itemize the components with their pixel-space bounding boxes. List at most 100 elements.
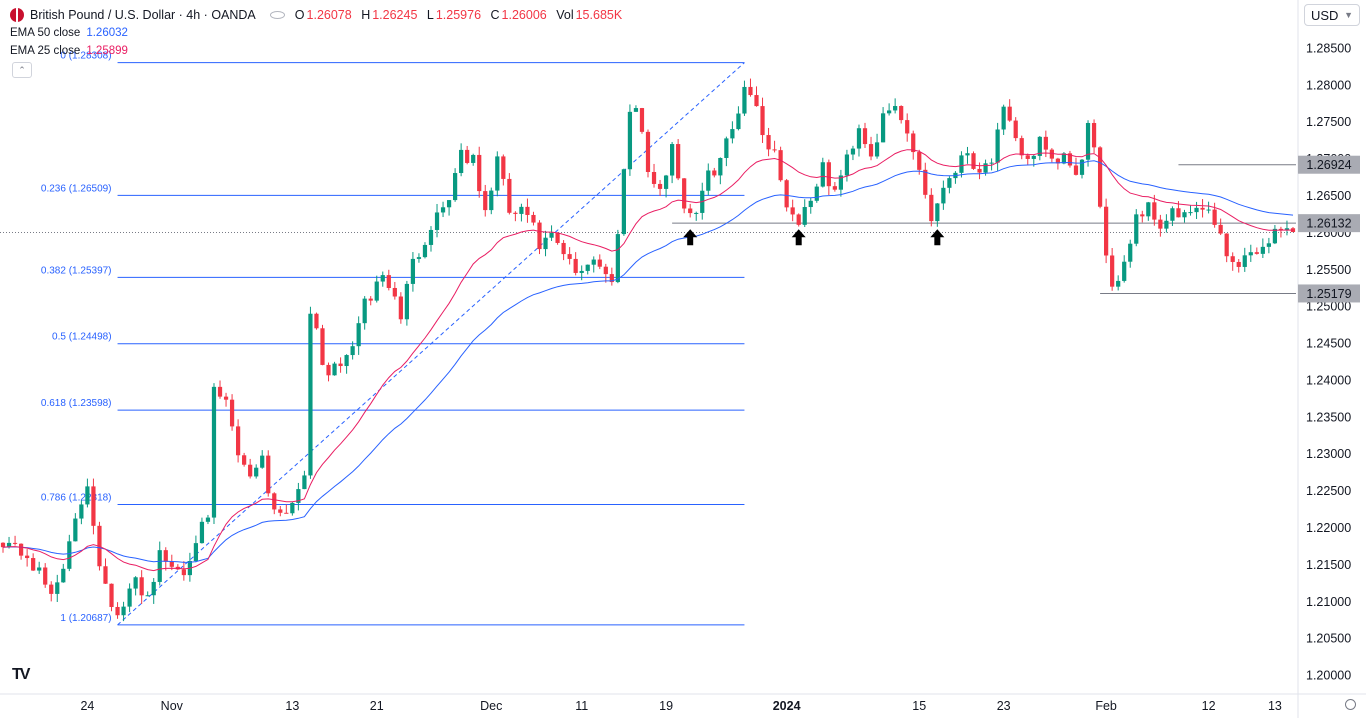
candle-body [959, 155, 964, 173]
candle-body [1152, 202, 1157, 220]
candle-body [1134, 214, 1139, 244]
candle-body [362, 298, 367, 324]
candle-body [899, 106, 904, 121]
candle-body [627, 111, 633, 170]
candle-body [235, 426, 241, 456]
x-tick-label: Feb [1095, 699, 1117, 713]
support-arrow-icon [930, 229, 945, 246]
candle-body [989, 162, 994, 164]
candle-body [1031, 155, 1036, 159]
candle-body [229, 399, 235, 427]
candle-body [217, 386, 223, 397]
candle-body [1188, 212, 1193, 214]
y-tick-label: 1.27500 [1306, 115, 1351, 129]
candle-body [718, 157, 723, 176]
candle-body [748, 86, 753, 96]
eye-icon[interactable] [269, 11, 285, 19]
candle-body [465, 149, 470, 163]
candle-body [838, 175, 844, 190]
candle-body [1176, 208, 1181, 218]
candle-body [1242, 255, 1247, 267]
candle-body [802, 207, 807, 225]
symbol-title[interactable]: British Pound / U.S. Dollar · 4h · OANDA [30, 8, 256, 22]
candle-body [446, 200, 452, 208]
candle-body [651, 171, 657, 184]
candle-body [1182, 212, 1187, 218]
candle-body [254, 467, 259, 477]
candle-body [513, 212, 518, 214]
x-tick-label: 13 [1268, 699, 1282, 713]
candle-body [609, 274, 614, 283]
candle-body [483, 191, 488, 211]
candle-body [778, 150, 783, 181]
candle-body [1061, 153, 1067, 164]
candle-body [434, 212, 440, 230]
candle-body [766, 135, 771, 150]
ema25-legend[interactable]: EMA 25 close 1.25899 [10, 45, 128, 57]
level-price-tag [1298, 214, 1360, 233]
candle-body [1013, 120, 1018, 139]
candle-body [169, 561, 174, 567]
fib-level-label: 1 (1.20687) [60, 613, 111, 624]
candle-body [754, 95, 759, 107]
settings-icon[interactable] [1345, 699, 1356, 710]
candle-body [1284, 228, 1290, 230]
currency-select[interactable]: USD ▼ [1304, 4, 1360, 26]
candle-body [1206, 209, 1211, 211]
fib-level-label: 0.618 (1.23598) [41, 398, 112, 409]
candle-body [923, 169, 928, 195]
candle-body [573, 258, 578, 273]
candle-body [1230, 256, 1235, 262]
candle-body [37, 567, 42, 571]
candle-body [694, 212, 699, 214]
candle-body [670, 144, 675, 176]
candle-body [12, 542, 18, 544]
candle-body [519, 206, 524, 214]
candle-body [826, 162, 831, 187]
ema50-legend[interactable]: EMA 50 close 1.26032 [10, 27, 128, 39]
candle-body [676, 144, 681, 179]
candle-body [284, 512, 289, 514]
candle-body [79, 504, 84, 519]
fib-level-label: 0.382 (1.25397) [41, 265, 112, 276]
candle-body [941, 187, 946, 204]
candle-body [639, 108, 645, 132]
candle-body [471, 154, 476, 163]
candle-body [742, 86, 747, 114]
candle-body [1224, 233, 1229, 257]
tradingview-logo[interactable]: TV [12, 666, 31, 683]
candle-body [1260, 246, 1265, 254]
candle-body [115, 606, 120, 616]
y-tick-label: 1.22500 [1306, 484, 1351, 498]
fib-level-label: 0 (1.28308) [60, 51, 111, 62]
candle-body [537, 222, 542, 250]
candle-body [242, 455, 247, 465]
y-tick-label: 1.20000 [1306, 669, 1351, 683]
candle-body [290, 502, 295, 514]
candle-body [103, 566, 108, 584]
candle-body [398, 296, 403, 320]
candle-body [302, 475, 307, 490]
y-tick-label: 1.21500 [1306, 558, 1351, 572]
x-tick-label: 23 [997, 699, 1011, 713]
candle-body [645, 131, 651, 172]
candle-body [223, 396, 229, 400]
candle-body [272, 493, 277, 510]
candle-body [507, 178, 512, 213]
candle-body [1128, 243, 1133, 262]
candle-body [1067, 153, 1073, 166]
candle-body [893, 106, 898, 111]
candle-body [6, 542, 12, 548]
candle-body [368, 298, 373, 301]
candle-body [874, 142, 880, 157]
candle-body [452, 173, 458, 201]
collapse-legend-button[interactable]: ⌃ [12, 62, 32, 78]
candle-body [314, 313, 319, 329]
candle-body [1170, 208, 1175, 221]
candle-body [0, 542, 6, 548]
candle-body [1194, 207, 1199, 213]
candle-body [1218, 224, 1223, 234]
candle-body [55, 582, 60, 594]
candle-body [1146, 202, 1151, 217]
